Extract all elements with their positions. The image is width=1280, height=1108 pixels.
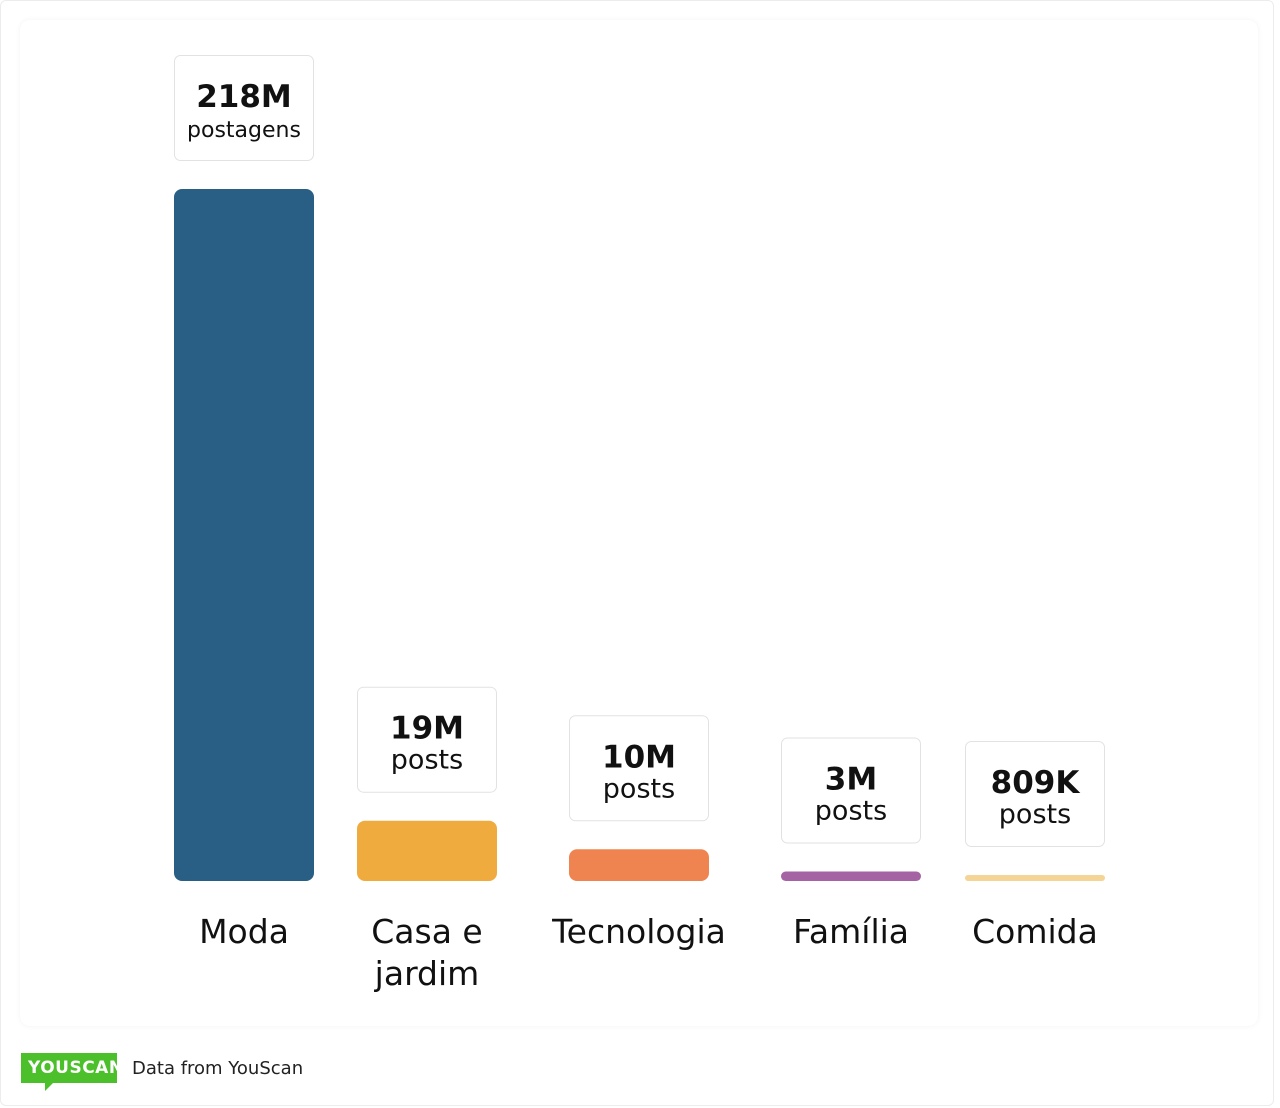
x-tick-label-1-line-1: jardim (374, 954, 480, 993)
bar-1 (357, 820, 497, 881)
data-label-unit-4: posts (999, 799, 1071, 830)
bar-2 (569, 849, 709, 881)
data-label-box-3 (781, 737, 921, 844)
x-tick-label-1-line-0: Casa e (371, 912, 482, 951)
data-label-unit-0: postagens (187, 118, 301, 143)
logo-speech-tail-icon (45, 1082, 54, 1091)
data-label-value-0: 218M (196, 79, 292, 115)
x-tick-label-3: Família (793, 912, 909, 951)
data-label-value-3: 3M (825, 761, 877, 797)
footer: YOUSCAN Data from YouScan (21, 1048, 304, 1091)
data-label-value-4: 809K (991, 765, 1081, 801)
data-label-unit-2: posts (603, 773, 675, 804)
data-label-box-2 (569, 715, 709, 822)
bar-4 (965, 875, 1105, 881)
logo-text: YOUSCAN (28, 1058, 124, 1078)
data-source-text: Data from YouScan (132, 1057, 304, 1079)
data-label-box-0 (174, 55, 314, 161)
data-label-box-4 (965, 741, 1105, 847)
youscan-logo[interactable]: YOUSCAN (21, 1053, 123, 1091)
x-tick-label-0: Moda (199, 912, 289, 951)
x-tick-label-2: Tecnologia (551, 912, 726, 951)
data-label-value-2: 10M (602, 739, 676, 775)
data-label-box-1 (357, 686, 497, 793)
data-label-unit-1: posts (391, 745, 463, 776)
x-tick-label-4: Comida (972, 912, 1098, 951)
data-label-value-1: 19M (390, 711, 464, 747)
bar-3 (781, 871, 921, 881)
bar-0 (174, 189, 314, 881)
data-label-unit-3: posts (815, 795, 887, 826)
